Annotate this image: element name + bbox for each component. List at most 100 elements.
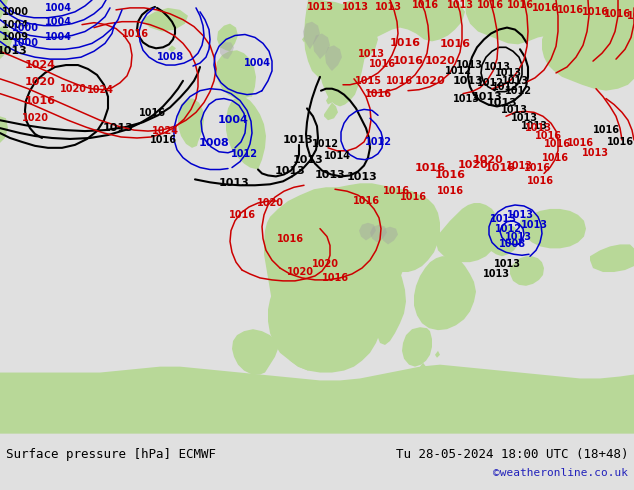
Text: 1016: 1016 [581, 7, 609, 17]
Text: 1014: 1014 [323, 151, 351, 161]
Polygon shape [510, 256, 544, 286]
Text: 1020: 1020 [287, 267, 313, 277]
Text: 1004: 1004 [44, 17, 72, 26]
Text: 1013: 1013 [507, 210, 533, 220]
Polygon shape [226, 97, 266, 170]
Polygon shape [313, 33, 330, 59]
Text: 1013: 1013 [489, 214, 517, 224]
Text: 1013: 1013 [581, 148, 609, 158]
Text: 1008: 1008 [198, 138, 230, 148]
Text: 1016: 1016 [392, 56, 424, 66]
Polygon shape [420, 363, 426, 369]
Text: 1016: 1016 [150, 135, 176, 145]
Polygon shape [359, 223, 376, 241]
Polygon shape [326, 95, 333, 104]
Polygon shape [302, 35, 307, 42]
Text: 1012: 1012 [477, 78, 503, 88]
Text: 1024: 1024 [86, 85, 113, 95]
Text: 1000: 1000 [11, 38, 39, 49]
Text: 1008: 1008 [157, 52, 184, 62]
Text: 1013: 1013 [0, 46, 27, 56]
Text: 1012: 1012 [495, 223, 522, 234]
Polygon shape [383, 314, 398, 337]
Text: 1020: 1020 [458, 160, 488, 170]
Polygon shape [304, 0, 358, 83]
Text: 1013: 1013 [524, 123, 552, 133]
Text: 1016: 1016 [507, 0, 533, 10]
Text: 1013: 1013 [293, 155, 323, 165]
Text: 1004: 1004 [44, 32, 72, 43]
Polygon shape [0, 365, 634, 434]
Text: 1013: 1013 [453, 94, 479, 103]
Polygon shape [332, 183, 440, 272]
Text: 1013: 1013 [484, 62, 510, 72]
Text: 1013: 1013 [306, 2, 333, 12]
Text: 1016: 1016 [385, 76, 413, 86]
Text: 1012: 1012 [505, 86, 531, 96]
Text: 1013: 1013 [500, 105, 527, 115]
Polygon shape [0, 116, 8, 143]
Text: 1013: 1013 [375, 2, 401, 12]
Text: 1013: 1013 [219, 178, 249, 188]
Text: Surface pressure [hPa] ECMWF: Surface pressure [hPa] ECMWF [6, 448, 216, 461]
Polygon shape [520, 209, 586, 248]
Text: 1016: 1016 [439, 39, 470, 49]
Text: 1013: 1013 [283, 135, 313, 145]
Text: 1000: 1000 [11, 23, 39, 33]
Text: 1013: 1013 [314, 171, 346, 180]
Polygon shape [477, 0, 634, 27]
Polygon shape [308, 0, 378, 67]
Text: 1013: 1013 [501, 76, 529, 86]
Text: 1012: 1012 [491, 82, 519, 92]
Text: 1016: 1016 [543, 139, 571, 149]
Text: 1016: 1016 [122, 29, 148, 40]
Text: 1013: 1013 [521, 220, 548, 230]
Text: ©weatheronline.co.uk: ©weatheronline.co.uk [493, 468, 628, 478]
Text: 1016: 1016 [276, 234, 304, 244]
Text: 1016: 1016 [399, 192, 427, 202]
Text: 1013: 1013 [453, 76, 483, 86]
Polygon shape [435, 351, 440, 358]
Text: 1013: 1013 [487, 98, 517, 108]
Polygon shape [402, 327, 432, 367]
Text: 1016: 1016 [534, 131, 562, 141]
Polygon shape [465, 0, 634, 48]
Text: 1013: 1013 [482, 269, 510, 279]
Polygon shape [360, 260, 372, 288]
Text: 1016: 1016 [436, 186, 463, 196]
Polygon shape [178, 98, 204, 148]
Text: 1016: 1016 [607, 137, 633, 147]
Text: 1013: 1013 [103, 123, 133, 133]
Polygon shape [220, 42, 234, 59]
Text: Tu 28-05-2024 18:00 UTC (18+48): Tu 28-05-2024 18:00 UTC (18+48) [396, 448, 628, 461]
Polygon shape [268, 248, 360, 370]
Polygon shape [358, 288, 370, 318]
Polygon shape [370, 225, 387, 243]
Text: 1012: 1012 [444, 66, 472, 76]
Text: 1013: 1013 [275, 167, 306, 176]
Polygon shape [168, 46, 176, 52]
Text: 1016: 1016 [484, 163, 515, 172]
Text: 1012: 1012 [311, 139, 339, 149]
Text: 1016: 1016 [389, 38, 420, 49]
Text: 1009: 1009 [1, 32, 29, 43]
Text: 1013: 1013 [505, 161, 533, 171]
Polygon shape [590, 245, 634, 272]
Text: 1000: 1000 [1, 7, 29, 17]
Text: 1016: 1016 [477, 0, 503, 10]
Text: 1016: 1016 [567, 138, 593, 148]
Text: 1016: 1016 [604, 9, 630, 19]
Text: 1016: 1016 [415, 163, 446, 172]
Text: 1013: 1013 [342, 2, 368, 12]
Polygon shape [0, 0, 8, 20]
Text: 1016: 1016 [593, 125, 619, 135]
Text: 1020: 1020 [22, 113, 48, 123]
Text: 1016: 1016 [228, 210, 256, 220]
Text: 1013: 1013 [472, 92, 502, 101]
Polygon shape [324, 102, 338, 120]
Text: 1016: 1016 [557, 5, 583, 15]
Text: 1013: 1013 [495, 68, 522, 78]
Text: 1016: 1016 [353, 196, 380, 206]
Text: 1008: 1008 [498, 240, 526, 249]
Text: 1013: 1013 [521, 121, 548, 131]
